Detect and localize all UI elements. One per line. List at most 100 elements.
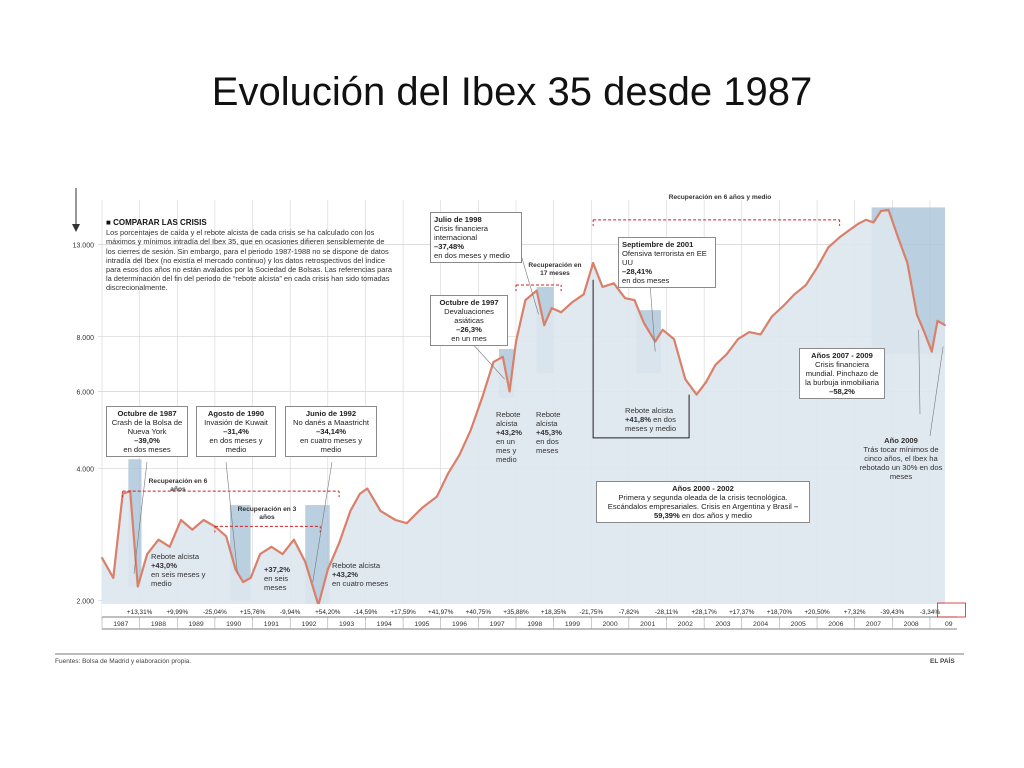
x-tick-label: 1997 — [490, 621, 505, 628]
x-tick-label: 1988 — [151, 621, 166, 628]
data-point — [293, 538, 295, 541]
x-tick-label: 1998 — [527, 621, 542, 628]
annotation-2007-2009: Años 2007 - 2009 Crisis financiera mundi… — [799, 348, 885, 399]
rebound-1990: +37,2% en seis meses — [264, 565, 304, 592]
data-point — [624, 297, 627, 300]
rebound-tail: en dos meses y medio — [625, 415, 677, 433]
annual-change-label: +20,50% — [804, 609, 830, 616]
annotation-oct1997: Octubre de 1997 Devaluaciones asiáticas … — [430, 295, 508, 346]
annual-change-label: -21,75% — [579, 609, 603, 616]
data-point — [643, 322, 645, 324]
intro-text: Los porcentajes de caída y el rebote alc… — [106, 228, 392, 293]
x-tick-label: 2005 — [791, 621, 806, 628]
data-point — [857, 222, 860, 225]
data-point — [249, 576, 252, 579]
x-tick-label: 1995 — [414, 621, 429, 628]
annotation-head: Octubre de 1987 — [117, 409, 177, 418]
recovery-label-3-years: Recuperación en 3 años — [237, 506, 297, 521]
y-tick-label: 13.000 — [73, 242, 95, 249]
data-point — [759, 333, 762, 336]
data-point — [543, 324, 546, 327]
data-point — [326, 568, 329, 571]
annotation-aug1990: Agosto de 1990 Invasión de Kuwait –31,4%… — [196, 406, 276, 457]
data-point — [508, 390, 511, 393]
x-tick-label: 2000 — [602, 621, 617, 628]
x-tick-label: 1996 — [452, 621, 467, 628]
data-point — [714, 363, 717, 366]
data-point — [915, 313, 918, 316]
data-point — [180, 519, 182, 521]
annual-change-label: +18,70% — [767, 609, 793, 616]
y-tick-label: 2.000 — [76, 598, 94, 605]
x-tick-label: 2002 — [678, 621, 693, 628]
data-point — [436, 495, 438, 498]
data-point — [112, 576, 115, 579]
data-point — [793, 293, 796, 296]
rebound-value-line: +41,8% en dos meses y medio — [625, 415, 676, 433]
y-tick-label: 4.000 — [76, 467, 94, 474]
data-point — [157, 538, 160, 541]
annotation-connector — [312, 461, 333, 583]
data-point — [906, 261, 909, 264]
annotation-tail: en dos meses y medio — [209, 436, 263, 454]
data-point — [379, 510, 382, 512]
annotation-connector — [225, 461, 238, 574]
annual-change-label: +28,17% — [691, 609, 717, 616]
rebound-label: Rebote alcista — [151, 552, 200, 561]
data-point — [366, 487, 369, 490]
data-point — [582, 293, 585, 296]
annual-change-label: -9,94% — [280, 609, 301, 616]
annual-change-label: -25,04% — [203, 609, 227, 616]
data-point — [338, 542, 340, 545]
annotation-jul1998: Julio de 1998 Crisis financiera internac… — [430, 212, 522, 263]
data-point — [827, 246, 830, 249]
annotation-tail: en dos meses y medio — [434, 251, 510, 260]
annotation-oct1987: Octubre de 1987 Crash de la Bolsa de Nue… — [106, 406, 188, 457]
annual-change-label: -14,59% — [354, 609, 378, 616]
annotation-connector — [929, 346, 944, 437]
data-point — [633, 299, 636, 302]
annotation-value: –28,41% — [622, 267, 652, 276]
data-point — [281, 553, 284, 555]
data-point — [592, 261, 595, 264]
page-title: Evolución del Ibex 35 desde 1987 — [211, 70, 813, 114]
annotation-body: Crisis financiera mundial. Pinchazo de l… — [805, 360, 879, 387]
y-tick-label: 6.000 — [76, 389, 94, 396]
annotation-body: Invasión de Kuwait — [204, 418, 268, 427]
annotation-body: Devaluaciones asiáticas — [444, 307, 494, 325]
annotation-jun1992: Junio de 1992 No danés a Maastricht –34,… — [285, 406, 377, 457]
rebound-value: +45,3% — [536, 428, 562, 437]
rebound-value: +37,2% — [264, 565, 290, 574]
data-point — [202, 519, 205, 521]
data-point — [944, 324, 946, 327]
data-point — [601, 285, 604, 288]
annotation-head: Año 2009 — [884, 436, 918, 445]
annotation-connector — [469, 340, 505, 380]
rebound-tail: en cuatro meses — [332, 579, 389, 588]
annotation-tail: en un mes — [451, 334, 487, 343]
data-point — [458, 453, 461, 456]
data-point — [358, 492, 361, 495]
data-point — [524, 299, 527, 302]
x-tick-label: 2003 — [715, 621, 730, 628]
axis-arrow-head — [72, 224, 80, 232]
data-point — [101, 556, 103, 559]
annual-change-label: +17,59% — [390, 609, 416, 616]
source-footer: Fuentes: Bolsa de Madrid y elaboración p… — [55, 658, 192, 665]
data-point — [673, 338, 675, 341]
data-point — [865, 218, 867, 221]
annual-change-label: +13,31% — [127, 609, 153, 616]
data-point — [168, 545, 171, 548]
rebound-value: +43,2% — [332, 570, 358, 579]
data-point — [661, 328, 664, 331]
annual-change-label: +18,35% — [541, 609, 567, 616]
data-point — [420, 507, 423, 509]
data-point — [838, 236, 841, 239]
data-point — [405, 522, 408, 525]
annual-change-label: -7,82% — [619, 609, 640, 616]
x-tick-label: 1991 — [264, 621, 279, 628]
brand-footer: EL PAÍS — [930, 658, 955, 665]
recovery-label-17-months: Recuperación en 17 meses — [528, 262, 582, 277]
rebound-tail: en dos meses — [536, 437, 559, 455]
x-tick-label: 1994 — [377, 621, 392, 628]
